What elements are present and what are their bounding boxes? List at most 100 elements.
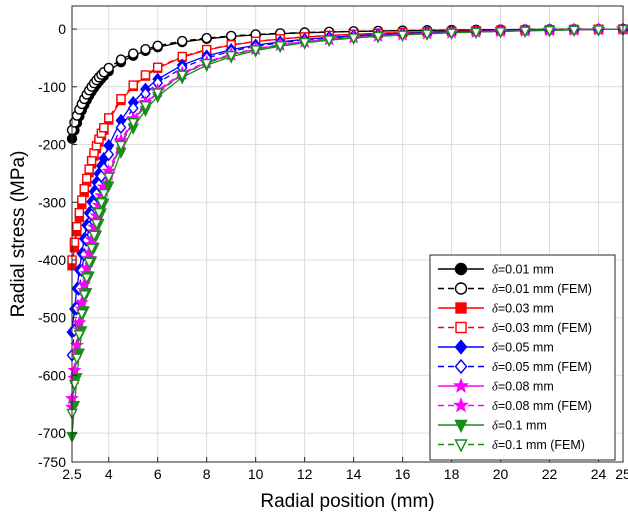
legend-entry-label: δ=0.1 mm: [492, 419, 547, 433]
y-tick-label: -700: [38, 425, 66, 441]
series-9-point: [81, 273, 93, 285]
y-tick-labels: 0 -100 -200 -300 -400 -500 -600 -700 -750: [38, 21, 77, 470]
x-tick-label: 14: [346, 466, 362, 482]
series-9-point: [103, 172, 115, 184]
legend-marker: [454, 358, 468, 375]
series-1-point: [201, 32, 212, 44]
series-3-point: [153, 62, 163, 72]
y-tick-label: -400: [38, 252, 66, 268]
series-9-point: [90, 218, 103, 231]
legend-marker: [454, 262, 468, 276]
series-7-point: [69, 337, 84, 352]
y-tick-label: -600: [38, 367, 66, 383]
y-tick-label: -100: [38, 79, 66, 95]
series-9-point: [421, 29, 433, 41]
series-3-point: [86, 155, 97, 166]
series-1-point: [225, 30, 237, 42]
series-3-point: [116, 94, 126, 104]
legend-entry-label: δ=0.01 mm: [492, 263, 554, 277]
series-9-point: [519, 26, 531, 38]
x-tick-label: 24: [591, 466, 607, 482]
series-9-point: [470, 27, 482, 39]
series-9-point: [93, 207, 105, 220]
series-3-point: [74, 207, 85, 218]
legend-marker: [452, 377, 470, 393]
x-tick-label: 22: [542, 466, 558, 482]
legend-entry-label: δ=0.05 mm: [492, 341, 554, 355]
series-9-point: [152, 88, 164, 100]
legend-marker: [454, 419, 468, 434]
series-9-point: [201, 58, 213, 71]
series-3-point: [72, 222, 82, 232]
series-9-point: [543, 26, 556, 38]
series-1-point: [140, 43, 151, 55]
series-7-point: [72, 315, 87, 329]
x-tick-label: 10: [248, 466, 264, 482]
legend-entry-label: δ=0.03 mm: [492, 302, 554, 316]
legend-entry-label: δ=0.03 mm (FEM): [492, 321, 592, 335]
y-tick-label: -750: [38, 454, 66, 470]
series-9-point: [88, 230, 100, 242]
series-9-point: [274, 41, 286, 53]
series-3-point: [128, 80, 138, 90]
y-tick-label: -500: [38, 310, 66, 326]
series-9-point: [83, 257, 95, 269]
series-8-point: [71, 373, 83, 385]
series-9-point: [139, 101, 152, 113]
series-7-point: [77, 277, 92, 291]
series-9-point: [347, 33, 360, 45]
y-tick-label: -300: [38, 194, 66, 210]
series-5-point: [103, 147, 115, 162]
series-1-point: [176, 35, 188, 47]
x-tick-label: 8: [203, 466, 211, 482]
legend-entry-label: δ=0.1 mm (FEM): [492, 438, 585, 452]
x-tick-label: 2.5: [62, 466, 82, 482]
series-7-point: [67, 362, 82, 377]
legend-marker: [455, 321, 467, 334]
series-9-point: [568, 25, 580, 37]
x-tick-labels: 2.5 4 6 8 10 12 14 16 18 20 22 24 25: [62, 457, 628, 482]
series-9-point: [176, 70, 188, 82]
x-tick-label: 20: [493, 466, 509, 482]
series-7-point: [74, 295, 89, 309]
series-9-point: [299, 37, 311, 50]
series-3-point: [140, 70, 151, 80]
series-9-point: [98, 188, 110, 201]
series-9-point: [127, 117, 139, 130]
x-axis-title: Radial position (mm): [260, 491, 434, 512]
legend-marker: [454, 339, 468, 355]
series-3-point: [69, 237, 80, 248]
series-5-point: [115, 120, 127, 135]
series-1-point: [115, 54, 127, 65]
series-3-point: [84, 164, 94, 174]
series-9-point: [445, 28, 458, 40]
legend-entry-label: δ=0.05 mm (FEM): [492, 360, 592, 374]
series-markers: [64, 21, 628, 444]
x-tick-label: 18: [444, 466, 460, 482]
y-tick-label: -200: [38, 137, 66, 153]
series-9-point: [85, 243, 98, 255]
series-9-point: [78, 290, 90, 302]
legend-marker: [452, 397, 470, 413]
legend-marker: [455, 302, 467, 314]
x-tick-label: 25: [615, 466, 628, 482]
plot-frame: [71, 5, 624, 463]
series-1-point: [103, 62, 114, 74]
series-1-point: [128, 48, 139, 59]
series-9-point: [95, 198, 108, 210]
legend-entry-label: δ=0.01 mm (FEM): [492, 282, 592, 296]
series-9-point: [494, 27, 507, 39]
series-9-point: [372, 31, 384, 44]
series-9-point: [225, 50, 237, 63]
legend-marker: [454, 282, 468, 295]
series-1-point: [152, 40, 163, 51]
y-axis-title: Radial stress (MPa): [8, 151, 29, 318]
series-9-point: [323, 35, 335, 47]
series-9-point: [592, 25, 605, 37]
series-9-point: [115, 140, 127, 152]
legend-marker: [454, 439, 468, 453]
legend: δ=0.01 mm δ=0.01 mm (FEM) δ=0.03 mm δ=0.03 …: [429, 254, 616, 461]
series-9-point: [73, 330, 85, 342]
series-3-point: [79, 184, 89, 194]
